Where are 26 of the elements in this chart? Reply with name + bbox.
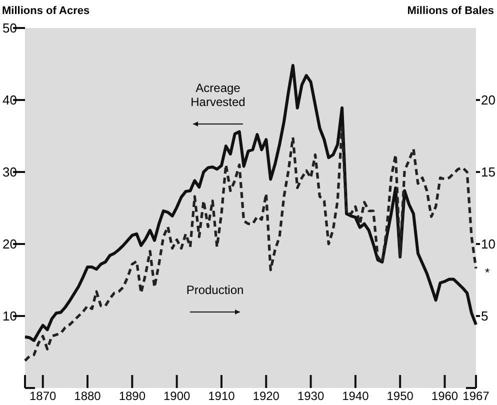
y2-axis-title: Millions of Bales [407,5,494,17]
x-tick-label: 1950 [386,389,414,403]
x-tick-label: 1910 [208,389,236,403]
x-tick-label: 1880 [74,389,102,403]
line-series [24,126,478,362]
y-tick-label: 10 [2,308,17,324]
x-tick-label: 1870 [30,389,57,403]
text: Production [186,283,244,297]
y-tick-label: 50 [2,20,17,36]
text: * [485,265,490,280]
y2-tick-label: 10 [481,236,496,252]
x-tick-label: 1967 [462,389,490,403]
y2-tick-label: 20 [481,92,496,108]
y-tick-label: 20 [2,236,17,252]
x-tick-label: 1930 [297,389,324,403]
y-tick-label: 30 [2,164,17,180]
x-tick-label: 1890 [118,389,146,403]
y2-tick-label: 5 [481,308,488,324]
x-tick-label: 1920 [252,389,280,403]
y2-tick-label: 15 [481,164,496,180]
y-tick-label: 40 [2,92,17,108]
series-label: Acreage Harvested [190,81,246,109]
y-axis-title: Millions of Acres [2,5,90,17]
x-tick-label: 1900 [163,389,190,403]
x-tick-label: 1960 [431,389,458,403]
x-tick-label: 1940 [342,389,370,403]
